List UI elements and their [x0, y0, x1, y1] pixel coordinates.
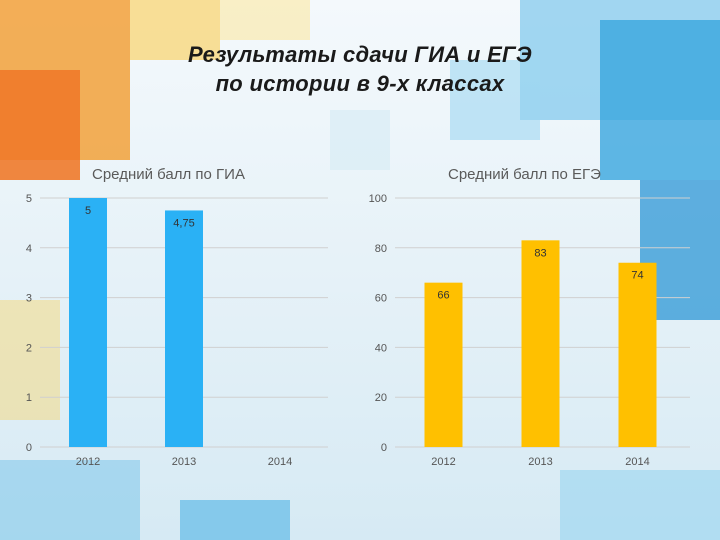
gia-y-tick-label: 0 [26, 442, 32, 454]
ege-x-tick-label: 2012 [431, 456, 455, 468]
gia-y-tick-label: 3 [26, 293, 32, 305]
ege-data-label-2014: 74 [631, 270, 643, 282]
slide-title: Результаты сдачи ГИА и ЕГЭ по истории в … [0, 40, 720, 98]
ege-x-tick-label: 2013 [528, 456, 552, 468]
ege-y-tick-label: 100 [369, 193, 387, 205]
gia-chart-title: Средний балл по ГИА [92, 166, 245, 183]
gia-x-tick-label: 2014 [268, 456, 292, 468]
gia-x-tick-label: 2012 [76, 456, 100, 468]
ege-y-tick-label: 0 [381, 442, 387, 454]
gia-data-label-2012: 5 [85, 205, 91, 217]
gia-bar-2013 [165, 210, 203, 447]
gia-bar-chart: 0 1 2 3 4 5 5 2012 4,75 2013 2014 [26, 193, 328, 468]
gia-data-label-2013: 4,75 [173, 217, 194, 229]
ege-y-tick-label: 40 [375, 342, 387, 354]
gia-y-tick-label: 1 [26, 392, 32, 404]
ege-y-tick-label: 20 [375, 392, 387, 404]
ege-x-tick-label: 2014 [625, 456, 649, 468]
ege-bar-chart: 0 20 40 60 80 100 66 2012 83 2013 74 2014 [369, 193, 690, 468]
gia-y-tick-label: 4 [26, 243, 32, 255]
ege-bar-2012 [424, 282, 463, 447]
ege-bar-2013 [521, 240, 560, 447]
slide-title-line-2: по истории в 9-х классах [215, 71, 505, 96]
ege-y-tick-label: 80 [375, 243, 387, 255]
gia-y-tick-label: 5 [26, 193, 32, 205]
slide-title-line-1: Результаты сдачи ГИА и ЕГЭ [188, 42, 532, 67]
ege-data-label-2013: 83 [534, 247, 546, 259]
gia-x-tick-label: 2013 [172, 456, 196, 468]
ege-chart-title: Средний балл по ЕГЭ [448, 166, 601, 183]
gia-y-tick-label: 2 [26, 342, 32, 354]
ege-data-label-2012: 66 [437, 290, 449, 302]
ege-bar-2014 [618, 262, 657, 447]
gia-bar-2012 [69, 198, 107, 447]
ege-y-tick-label: 60 [375, 293, 387, 305]
